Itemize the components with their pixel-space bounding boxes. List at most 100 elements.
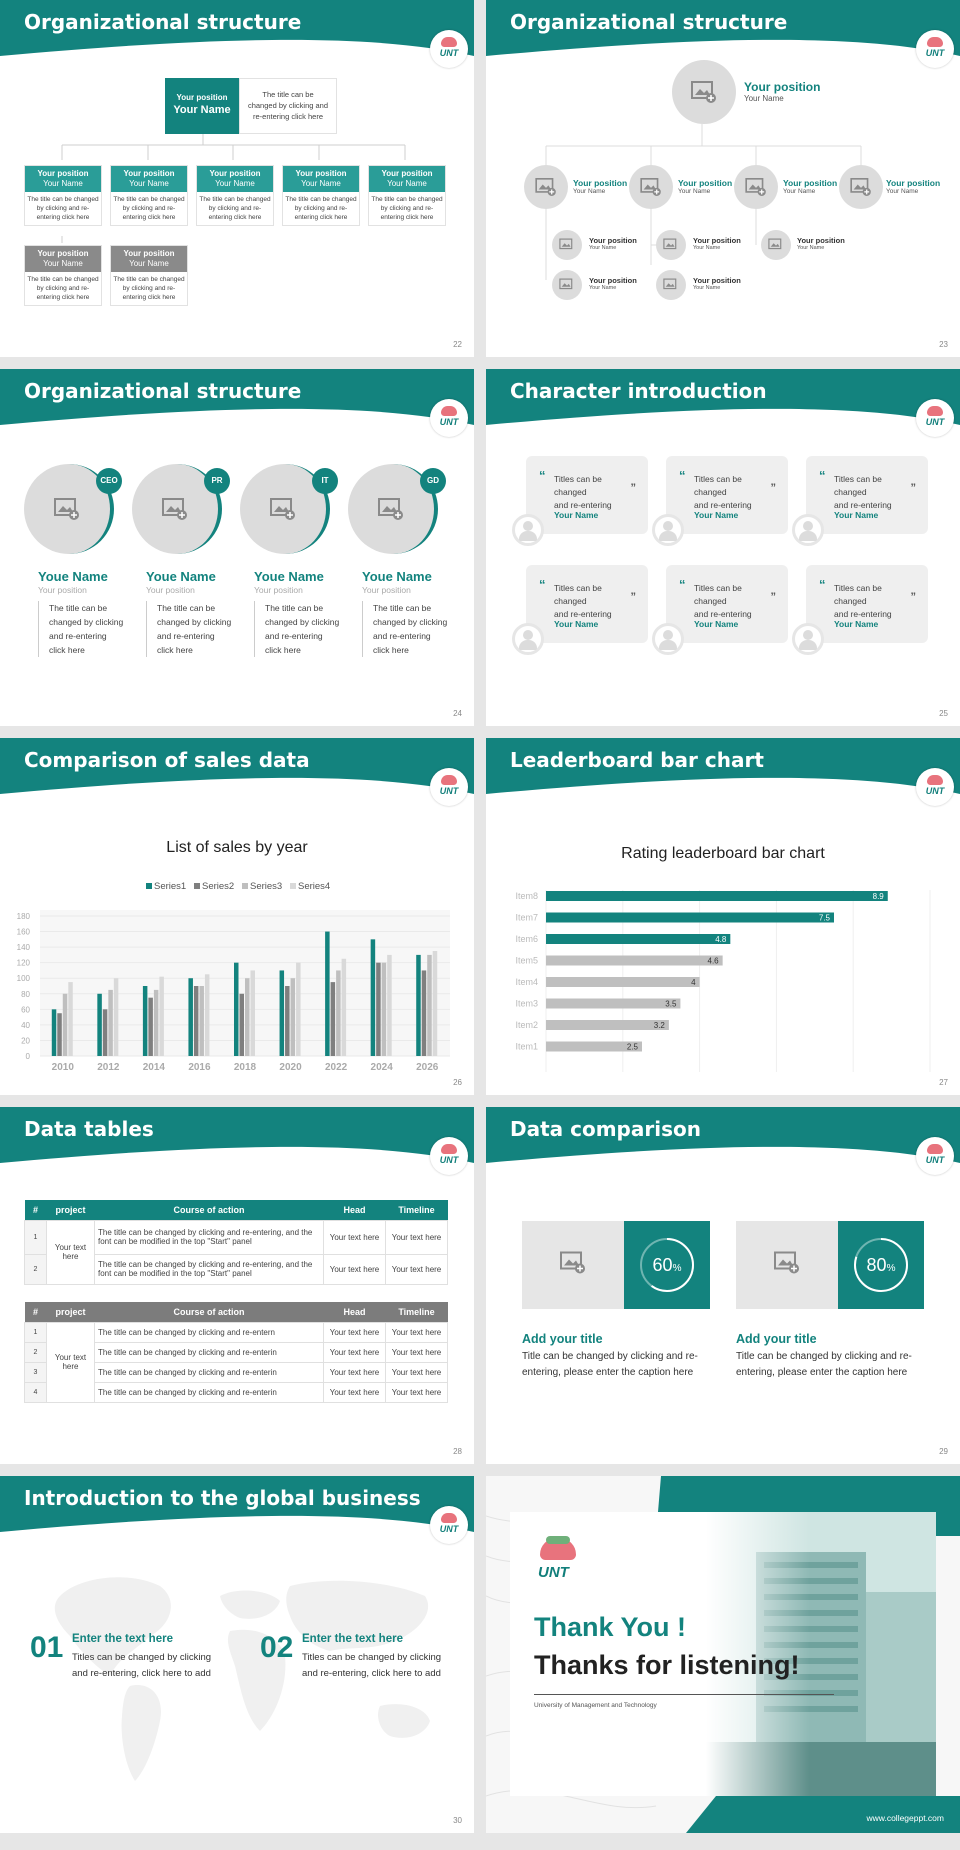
category-label: Item8: [515, 891, 538, 901]
slide-25[interactable]: Character introduction UNT “ Titles can …: [486, 369, 960, 726]
university-logo: UNT: [430, 1137, 468, 1175]
image-placeholder[interactable]: [761, 230, 791, 260]
slide-24[interactable]: Organizational structure UNT CEO Youe Na…: [0, 369, 474, 726]
org-box[interactable]: Your position Your Name The title can be c…: [110, 245, 188, 306]
org-box[interactable]: Your position Your Name The title can be c…: [196, 165, 274, 226]
quote-text: Titles can be changed and re-entering: [554, 474, 612, 510]
value-label: 3.5: [665, 1000, 677, 1009]
bar-series4: [250, 970, 255, 1056]
top-name: Your Name: [173, 104, 231, 116]
top-position-box[interactable]: Your position Your Name: [165, 78, 239, 134]
header-band: [486, 738, 960, 794]
name: Your Name: [589, 285, 617, 291]
name: Your Name: [797, 245, 825, 251]
slide-26[interactable]: Comparison of sales data UNT List of sal…: [0, 738, 474, 1095]
slide-27[interactable]: Leaderboard bar chart UNT Rating leaderb…: [486, 738, 960, 1095]
image-placeholder[interactable]: [656, 270, 686, 300]
bar-series2: [330, 982, 336, 1056]
name: Your Name: [886, 188, 919, 195]
chart-title: List of sales by year: [166, 839, 308, 856]
image-placeholder[interactable]: [734, 165, 778, 209]
bar: [546, 1041, 642, 1052]
header-band: [0, 0, 474, 56]
bar: [546, 934, 731, 944]
image-placeholder[interactable]: [522, 1221, 624, 1309]
legend-label: Series2: [202, 881, 234, 892]
bar: [546, 912, 834, 923]
open-quote-icon: “: [539, 468, 546, 483]
university-logo: UNT: [916, 768, 954, 806]
avatar-icon: [792, 623, 824, 655]
x-tick-label: 2010: [52, 1062, 75, 1073]
bar-series3: [108, 989, 113, 1056]
page-number: 22: [453, 340, 462, 349]
page-number: 26: [453, 1078, 462, 1087]
value-label: 4.8: [715, 935, 727, 944]
slide-23[interactable]: Organizational structure UNT Your positi…: [486, 0, 960, 357]
org-box[interactable]: Your position Your Name The title can be c…: [24, 165, 102, 226]
person-position: Your position: [362, 585, 411, 595]
org-box[interactable]: Your position Your Name The title can be c…: [368, 165, 446, 226]
image-placeholder[interactable]: [552, 270, 582, 300]
image-placeholder[interactable]: [839, 165, 883, 209]
quote-card[interactable]: “ Titles can be changed and re-entering ”…: [666, 565, 788, 643]
item-heading: Add your title: [736, 1332, 817, 1346]
image-placeholder[interactable]: [656, 230, 686, 260]
card-name: Your Name: [554, 510, 599, 520]
org-box[interactable]: Your position Your Name The title can be c…: [282, 165, 360, 226]
x-tick-label: 2016: [188, 1062, 211, 1073]
slide-29[interactable]: Data comparison UNT 60% Add your title T…: [486, 1107, 960, 1464]
bar-series2: [102, 1009, 108, 1056]
legend-swatch: [290, 883, 296, 889]
role: Your position: [693, 236, 741, 245]
legend-label: Series1: [154, 881, 186, 892]
bar-series3: [62, 993, 68, 1056]
image-placeholder[interactable]: [629, 165, 673, 209]
page-number: 27: [939, 1078, 948, 1087]
percent-value: 60: [652, 1255, 673, 1275]
slide-title: Organizational structure: [510, 10, 788, 34]
item-text: Titles can be changed by clicking and re-…: [72, 1652, 212, 1679]
thanks-title: Thank You !: [534, 1612, 687, 1642]
image-placeholder[interactable]: [736, 1221, 838, 1309]
bar-series4: [159, 976, 164, 1056]
slide-title: Organizational structure: [24, 379, 302, 403]
quote-card[interactable]: “ Titles can be changed and re-entering ”…: [806, 456, 928, 534]
bar-series3: [381, 962, 387, 1056]
slide-30[interactable]: Introduction to the global business UNT …: [0, 1476, 474, 1833]
slide-22[interactable]: Organizational structure UNT Your positi…: [0, 0, 474, 357]
avatar-icon: [792, 514, 824, 546]
progress-ring: [854, 1238, 908, 1292]
image-placeholder[interactable]: [672, 60, 736, 124]
quote-card[interactable]: “ Titles can be changed and re-entering ”…: [526, 456, 648, 534]
value-label: 3.2: [654, 1021, 666, 1030]
bar: [546, 977, 700, 987]
bar-series3: [245, 978, 250, 1056]
image-placeholder[interactable]: [552, 230, 582, 260]
image-placeholder[interactable]: [524, 165, 568, 209]
role: Your position: [797, 236, 845, 245]
slide-thanks[interactable]: UNT Thank You ! Thanks for listening! Un…: [486, 1476, 960, 1833]
item-text: Titles can be changed by clicking and re-…: [302, 1652, 442, 1679]
bar-series2: [148, 997, 153, 1056]
header-band: [486, 0, 960, 56]
university-logo: UNT: [430, 399, 468, 437]
data-table-1: # project Course of action Head Timeline 1 Yo…: [24, 1200, 448, 1285]
slide-title: Character introduction: [510, 379, 767, 403]
percent-unit: %: [672, 1263, 682, 1274]
quote-card[interactable]: “ Titles can be changed and re-entering ”…: [666, 456, 788, 534]
quote-card[interactable]: “ Titles can be changed and re-entering ”…: [806, 565, 928, 643]
page-number: 25: [939, 709, 948, 718]
x-tick-label: 2018: [234, 1062, 257, 1073]
person-desc: The title can be changed by clicking and r…: [146, 601, 231, 657]
item-heading: Add your title: [522, 1332, 603, 1346]
slide-28[interactable]: Data tables UNT # project Course of action…: [0, 1107, 474, 1464]
percent-panel: 80%: [838, 1221, 924, 1309]
progress-ring: [640, 1238, 694, 1292]
org-box[interactable]: Your position Your Name The title can be c…: [110, 165, 188, 226]
world-map-background: [54, 1577, 430, 1781]
quote-card[interactable]: “ Titles can be changed and re-entering ”…: [526, 565, 648, 643]
website-link[interactable]: www.collegeppt.com: [866, 1813, 944, 1823]
bar-series1: [97, 993, 102, 1056]
org-box[interactable]: Your position Your Name The title can be c…: [24, 245, 102, 306]
